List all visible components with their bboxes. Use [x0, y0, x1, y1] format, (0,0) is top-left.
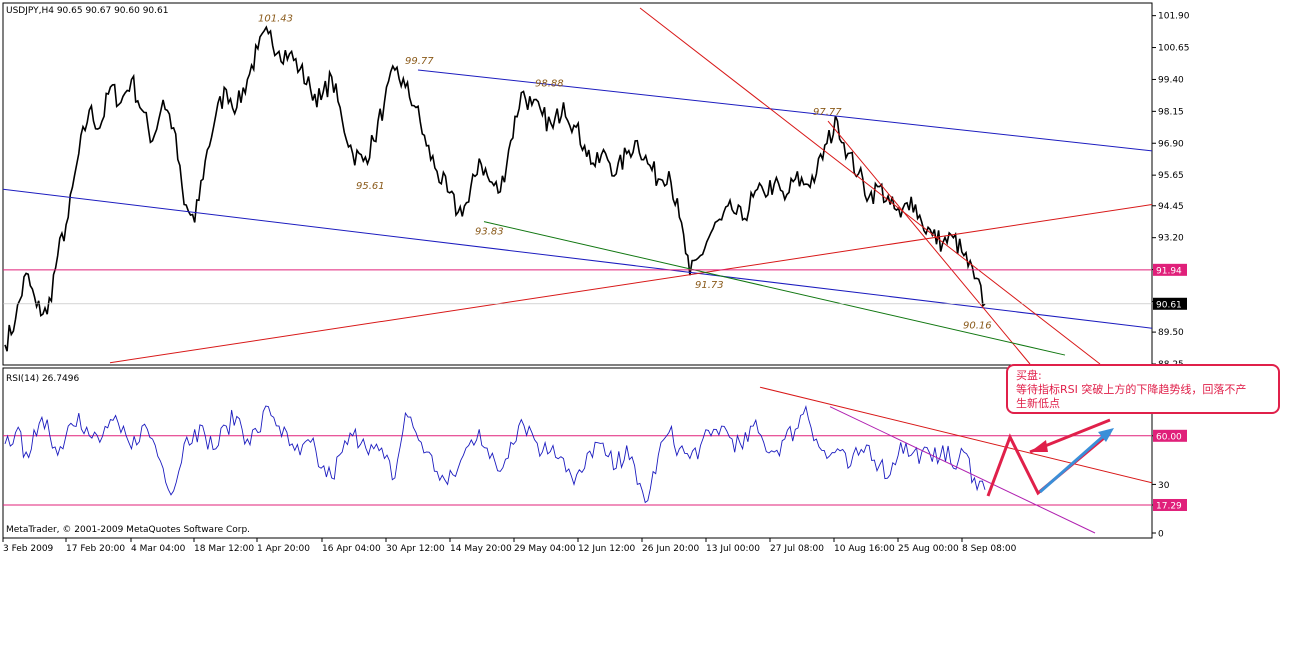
rsi-tick-label: 30: [1158, 481, 1170, 491]
level-label: 90.16: [963, 320, 992, 331]
x-tick-label: 17 Feb 20:00: [66, 544, 125, 554]
symbol-header: USDJPY,H4 90.65 90.67 90.60 90.61: [6, 6, 168, 16]
x-tick-label: 25 Aug 00:00: [898, 544, 959, 554]
rsi-level-tag: 60.00: [1156, 432, 1182, 442]
y-tick-label: 100.65: [1158, 44, 1190, 54]
x-tick-label: 12 Jun 12:00: [578, 544, 635, 554]
y-tick-label: 96.90: [1158, 139, 1184, 149]
x-tick-label: 13 Jul 00:00: [706, 544, 760, 554]
y-tick-label: 101.90: [1158, 12, 1190, 22]
green-trendline: [483, 221, 1066, 356]
y-tick-label: 95.65: [1158, 171, 1184, 181]
y-tick-label: 89.50: [1158, 328, 1184, 338]
red-zigzag-arrow: [986, 431, 1111, 497]
x-tick-label: 16 Apr 04:00: [322, 544, 381, 554]
level-label: 95.61: [356, 181, 385, 192]
y-tick-label: 98.15: [1158, 107, 1184, 117]
level-label: 99.77: [405, 56, 434, 67]
y-tick-label: 99.40: [1158, 76, 1184, 86]
annotation-line-2: 等待指标RSI 突破上方的下降趋势线，回落不产: [1016, 383, 1247, 396]
blue-arrow-head: [1098, 428, 1114, 442]
price-panel-frame: [2, 2, 1153, 366]
annotation-line-1: 买盘:: [1016, 369, 1042, 382]
current-price-tag: 90.61: [1156, 300, 1182, 310]
x-tick-label: 10 Aug 16:00: [834, 544, 895, 554]
blue-breakout-arrow: [1039, 430, 1109, 494]
rsi-panel-frame: [2, 367, 1153, 539]
rsi-purple-trendline: [829, 406, 1096, 534]
x-tick-label: 18 Mar 12:00: [194, 544, 254, 554]
copyright-text: MetaTrader, © 2001-2009 MetaQuotes Softw…: [6, 525, 250, 535]
level-label: 93.83: [475, 227, 504, 238]
red-pointer-head: [1030, 440, 1048, 452]
x-tick-label: 14 May 20:00: [450, 544, 512, 554]
rsi-tick-label: 0: [1158, 530, 1164, 540]
current-price-tag-box: [1153, 297, 1187, 310]
price-series-line: [4, 25, 986, 352]
y-tick-label: 94.45: [1158, 202, 1184, 212]
x-tick-label: 3 Feb 2009: [3, 544, 54, 554]
red-trendline-falling-a: [639, 7, 1101, 365]
level-label: 98.88: [535, 79, 564, 90]
y-tick-label: 93.20: [1158, 234, 1184, 244]
x-tick-label: 29 May 04:00: [514, 544, 576, 554]
rsi-red-trendline: [759, 386, 1152, 484]
rsi-level-tag: 17.29: [1156, 502, 1182, 512]
rsi-header: RSI(14) 26.7496: [6, 374, 79, 384]
red-trendline-falling-b: [827, 120, 1031, 365]
x-tick-label: 27 Jul 08:00: [770, 544, 824, 554]
x-tick-label: 30 Apr 12:00: [386, 544, 445, 554]
annotation-line-3: 生新低点: [1016, 397, 1060, 410]
level-label: 97.77: [813, 107, 842, 118]
marked-price-tag: 91.94: [1156, 266, 1182, 276]
level-label: 91.73: [695, 280, 724, 291]
x-tick-label: 8 Sep 08:00: [962, 544, 1017, 554]
level-label: 101.43: [258, 14, 293, 25]
rsi-level-tag-box: [1153, 429, 1187, 442]
blue-trendline-lower: [3, 188, 1152, 329]
rsi-series-line: [4, 404, 986, 504]
red-trendline-rising: [109, 204, 1152, 364]
x-tick-label: 4 Mar 04:00: [131, 544, 186, 554]
rsi-level-tag-box: [1153, 498, 1187, 511]
annotation-callout: 买盘: 等待指标RSI 突破上方的下降趋势线，回落不产 生新低点: [1006, 364, 1280, 414]
marked-price-tag-box: [1153, 263, 1187, 276]
x-tick-label: 26 Jun 20:00: [642, 544, 699, 554]
blue-trendline-upper: [417, 69, 1152, 152]
x-tick-label: 1 Apr 20:00: [257, 544, 310, 554]
